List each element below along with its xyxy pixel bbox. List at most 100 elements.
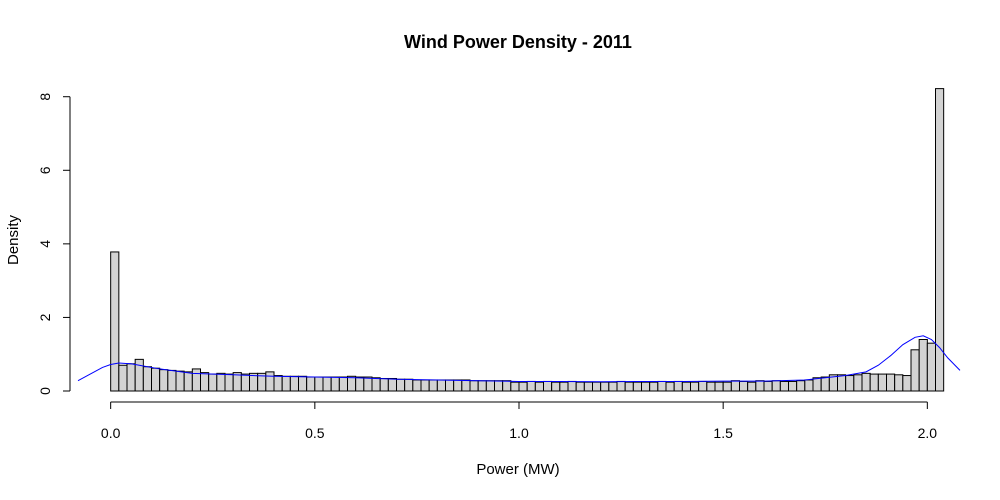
histogram-bar	[477, 380, 487, 392]
histogram-bar	[698, 380, 708, 392]
histogram-bar	[445, 379, 455, 392]
histogram-bar	[191, 368, 202, 392]
histogram-bar	[820, 376, 830, 392]
histogram-bar	[110, 251, 120, 392]
histogram-bar	[804, 379, 814, 392]
histogram-bar	[175, 370, 185, 392]
y-tick-label: 4	[37, 240, 53, 248]
histogram-bar	[747, 381, 757, 392]
histogram-bar	[559, 381, 569, 392]
histogram-bar	[200, 372, 210, 392]
histogram-bar	[494, 380, 504, 392]
histogram-bar	[877, 373, 888, 392]
histogram-bar	[935, 88, 945, 392]
histogram-bar	[526, 380, 536, 392]
histogram-bar	[502, 380, 512, 392]
x-tick-label: 0.5	[305, 425, 325, 441]
histogram-bar	[886, 373, 896, 392]
histogram-bar	[641, 381, 651, 392]
axes	[69, 96, 928, 403]
histogram-bar	[624, 381, 634, 392]
histogram-bar	[469, 380, 479, 392]
histogram-bar	[420, 379, 430, 392]
histogram-bar	[412, 379, 422, 392]
y-tick-label: 2	[37, 313, 53, 321]
histogram-bar	[583, 381, 594, 392]
histogram-bar	[216, 372, 226, 392]
histogram-bar	[690, 381, 700, 392]
x-axis-ticks: 0.0 0.5 1.0 1.5 2.0	[101, 402, 937, 441]
y-tick-label: 6	[37, 166, 53, 174]
histogram-bar	[649, 381, 659, 392]
histogram-bar	[404, 378, 414, 392]
histogram-bar	[118, 364, 128, 392]
y-axis-ticks: 0 2 4 6 8	[37, 93, 70, 395]
histogram-bar	[608, 381, 618, 392]
histogram-bar	[461, 379, 471, 392]
x-tick-label: 1.5	[713, 425, 733, 441]
histogram-bar	[224, 373, 234, 392]
histogram-bar	[763, 380, 773, 392]
histogram-bar	[714, 381, 724, 392]
histogram-bar	[240, 373, 251, 392]
histogram-bar	[363, 376, 373, 392]
histogram-bar	[543, 380, 553, 392]
histogram-bar	[853, 374, 863, 392]
histogram-bar	[869, 373, 879, 392]
histogram-bar	[861, 372, 871, 392]
histogram-bar	[812, 377, 822, 392]
histogram-bar	[779, 380, 790, 392]
histogram-bar	[845, 375, 855, 392]
histogram-bar	[322, 376, 332, 392]
histogram-bar	[926, 342, 937, 392]
y-axis-label: Density	[5, 214, 22, 265]
histogram-bar	[739, 380, 749, 392]
histogram-bar	[142, 366, 153, 392]
x-tick-label: 2.0	[918, 425, 938, 441]
histogram-bar	[518, 381, 528, 392]
x-tick-label: 1.0	[509, 425, 529, 441]
histogram-bar	[673, 380, 683, 392]
histogram-bar	[428, 379, 438, 392]
histogram-bar	[918, 339, 928, 392]
histogram-bar	[330, 376, 340, 392]
histogram-bar	[534, 381, 545, 392]
histogram-bar	[551, 381, 561, 392]
histogram-bar	[314, 376, 324, 392]
histogram-bar	[837, 374, 847, 392]
histogram-bar	[371, 377, 381, 392]
histogram-bar	[167, 369, 177, 392]
histogram-bar	[575, 381, 585, 392]
histogram-bar	[208, 373, 218, 392]
histogram-bar	[788, 380, 798, 392]
histogram-bar	[379, 377, 389, 392]
histogram-bar	[722, 381, 732, 392]
histogram-bar	[632, 381, 643, 392]
histogram-bar	[306, 376, 316, 392]
histogram-bar	[134, 358, 144, 392]
histogram-bar	[657, 380, 667, 392]
histogram-bar	[298, 375, 308, 392]
histogram-bars	[110, 88, 945, 392]
histogram-bar	[567, 380, 577, 392]
density-curve	[77, 335, 961, 383]
histogram-bar	[600, 381, 610, 392]
x-tick-label: 0.0	[101, 425, 121, 441]
chart-title: Wind Power Density - 2011	[404, 32, 632, 52]
histogram-bar	[289, 375, 299, 392]
histogram-bar	[771, 380, 781, 392]
histogram-bar	[665, 381, 675, 392]
histogram-bar	[151, 367, 161, 392]
histogram-bar	[730, 380, 741, 392]
histogram-bar	[338, 376, 348, 392]
y-tick-label: 8	[37, 93, 53, 101]
histogram-bar	[126, 363, 136, 392]
histogram-bar	[755, 380, 765, 392]
histogram-bar	[396, 378, 406, 392]
histogram-bar	[681, 381, 692, 392]
y-tick-label: 0	[37, 387, 53, 395]
histogram-bar	[265, 371, 275, 392]
histogram-bar	[436, 379, 446, 392]
histogram-bar	[273, 375, 283, 392]
